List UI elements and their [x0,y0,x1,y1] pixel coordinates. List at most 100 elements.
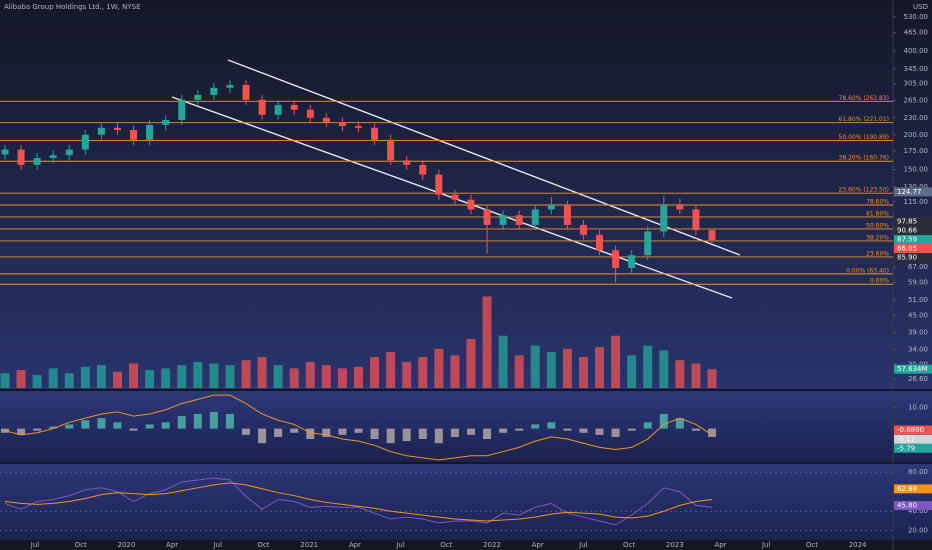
candle-body [194,94,202,100]
candle-body [579,224,587,235]
price-tag-label: 57.634M [897,365,928,373]
macd-pane [0,391,932,462]
macd-bar [450,428,459,437]
macd-bar [595,428,604,435]
fib-label: 23.60% [866,250,889,257]
price-tag [894,226,932,236]
price-tag [894,187,932,197]
candle-body [547,204,555,210]
candle-body [306,109,314,118]
y-tick-label: 265.00 [904,97,929,105]
volume-bar [675,360,685,388]
price-tag [894,235,932,245]
candle-body [322,117,330,123]
candle-body [515,215,523,225]
candle-body [387,139,395,161]
price-tag-label: 62.88 [897,485,917,493]
x-tick-label: Jul [213,541,223,549]
volume-bar [32,374,42,388]
candle-body [596,234,604,251]
volume-bar [225,365,235,388]
macd-bar [258,428,267,444]
macd-bar [49,426,58,429]
macd-bar [659,413,668,429]
candle-body [708,230,716,240]
candle-body [692,209,700,231]
volume-bar [611,335,621,388]
x-tick-label: Jul [30,541,40,549]
macd-bar [418,428,427,440]
price-tag-label: 90.66 [897,227,918,235]
x-tick-label: Oct [75,541,87,549]
time-axis [0,540,932,550]
price-tag-label: -5.79 [897,444,915,452]
rsi-pane [0,464,932,540]
volume-bar [514,355,524,388]
macd-bar [193,413,202,429]
macd-bar [65,424,74,429]
macd-bar [691,428,700,431]
rsi-ma [4,482,713,522]
y-tick-label: 115.00 [904,198,929,206]
volume-bar [643,345,653,388]
candle-body [563,204,571,225]
fib-label: 50.00% (190.89) [839,134,889,141]
price-tag-label: 97.85 [897,217,917,225]
candle-body [644,231,652,256]
macd-bar [579,428,588,433]
candle-body [355,126,362,128]
y-tick-label: 45.00 [908,311,928,319]
fib-label: 38.20% (160.76) [839,155,889,162]
fib-label: 61.80% (221.01) [839,116,889,123]
rsi-values [4,477,713,526]
candle-body [483,209,491,225]
macd-bar [675,418,684,429]
macd-bar [274,428,283,437]
y-tick-label: 59.00 [908,279,928,287]
macd-bar [434,428,443,444]
macd-bar [225,413,234,429]
price-tag [894,484,932,494]
volume-bar [627,355,637,388]
x-tick-label: 2021 [300,541,318,549]
volume-bar [209,363,219,388]
fib-label: 61.80% [866,210,889,217]
volume-bar [193,361,203,388]
macd-bar [370,428,379,440]
volume-bar [370,356,380,388]
price-tag-label: 45.80 [897,502,917,510]
price-tag-label: 85.90 [897,254,917,262]
price-pane [0,0,932,389]
macd-bar [547,422,556,429]
y-tick-label: 305.00 [904,80,929,88]
macd-bar [290,428,299,433]
fib-label: 78.60% (263.83) [839,95,889,102]
volume-bar [273,365,283,388]
candle-body [242,84,250,100]
macd-bar [483,428,492,440]
macd-bar [97,418,106,429]
y-tick-label: 20.00 [908,527,928,535]
macd-bar [209,411,218,429]
price-tag [894,434,932,444]
candle-body [146,124,154,140]
macd-bar [466,428,475,435]
macd-bar [386,428,395,444]
volume-bar [578,356,588,388]
volume-bar [129,363,139,388]
y-tick-label: 80.00 [908,468,928,476]
fib-label: 78.60% [866,198,889,205]
fib-label: 38.20% [866,234,889,241]
volume-bar [257,356,267,388]
macd-line [4,394,713,461]
macd-bar [338,428,347,435]
y-tick-label: 39.00 [908,329,928,337]
macd-bar [515,428,524,431]
price-tag-label: 87.59 [897,236,917,244]
volume-bar [418,356,428,388]
y-tick-label: 34.00 [908,345,928,353]
volume-bar [64,373,74,388]
price-tag [894,443,932,453]
volume-bar [112,371,122,388]
